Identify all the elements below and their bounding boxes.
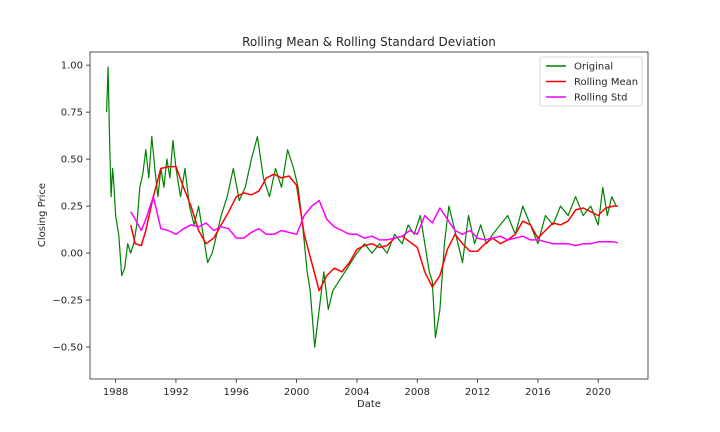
y-tick-label: 0.75 [61, 108, 83, 119]
series-line-original [106, 66, 617, 348]
legend-box [539, 56, 643, 107]
x-axis: 1988 1992 1996 2000 2004 2008 2012 2016 2020 [103, 379, 611, 398]
y-tick-label: 1.00 [61, 61, 83, 72]
y-tick-label: −0.50 [52, 343, 83, 354]
y-axis-label: Closing Price [37, 183, 48, 247]
x-tick-label: 2020 [586, 387, 611, 398]
x-tick-label: 2012 [465, 387, 490, 398]
y-tick-label: −0.25 [52, 296, 83, 307]
x-tick-label: 1988 [103, 387, 128, 398]
plot-area [90, 52, 648, 379]
plot-frame [89, 51, 649, 380]
legend-label: Original [574, 62, 613, 73]
x-tick-label: 2016 [525, 387, 550, 398]
legend-label: Rolling Mean [574, 77, 638, 88]
x-tick-label: 1992 [163, 387, 188, 398]
chart-title: Rolling Mean & Rolling Standard Deviatio… [242, 35, 496, 49]
series-line-rolling-mean [129, 165, 618, 292]
y-tick-label: 0.25 [61, 202, 83, 213]
x-tick-label: 2008 [405, 387, 430, 398]
x-tick-label: 1996 [224, 387, 249, 398]
x-tick-label: 2000 [284, 387, 309, 398]
legend-label: Rolling Std [574, 93, 627, 104]
y-tick-label: 0.00 [61, 249, 83, 260]
series-line-rolling-std [130, 195, 618, 247]
y-tick-label: 0.50 [61, 155, 83, 166]
series-layer [106, 66, 618, 348]
x-axis-label: Date [357, 399, 381, 410]
legend: Original Rolling Mean Rolling Std [539, 56, 643, 107]
x-tick-label: 2004 [344, 387, 369, 398]
y-axis: −0.50 −0.25 0.00 0.25 0.50 0.75 1.00 [52, 61, 90, 354]
